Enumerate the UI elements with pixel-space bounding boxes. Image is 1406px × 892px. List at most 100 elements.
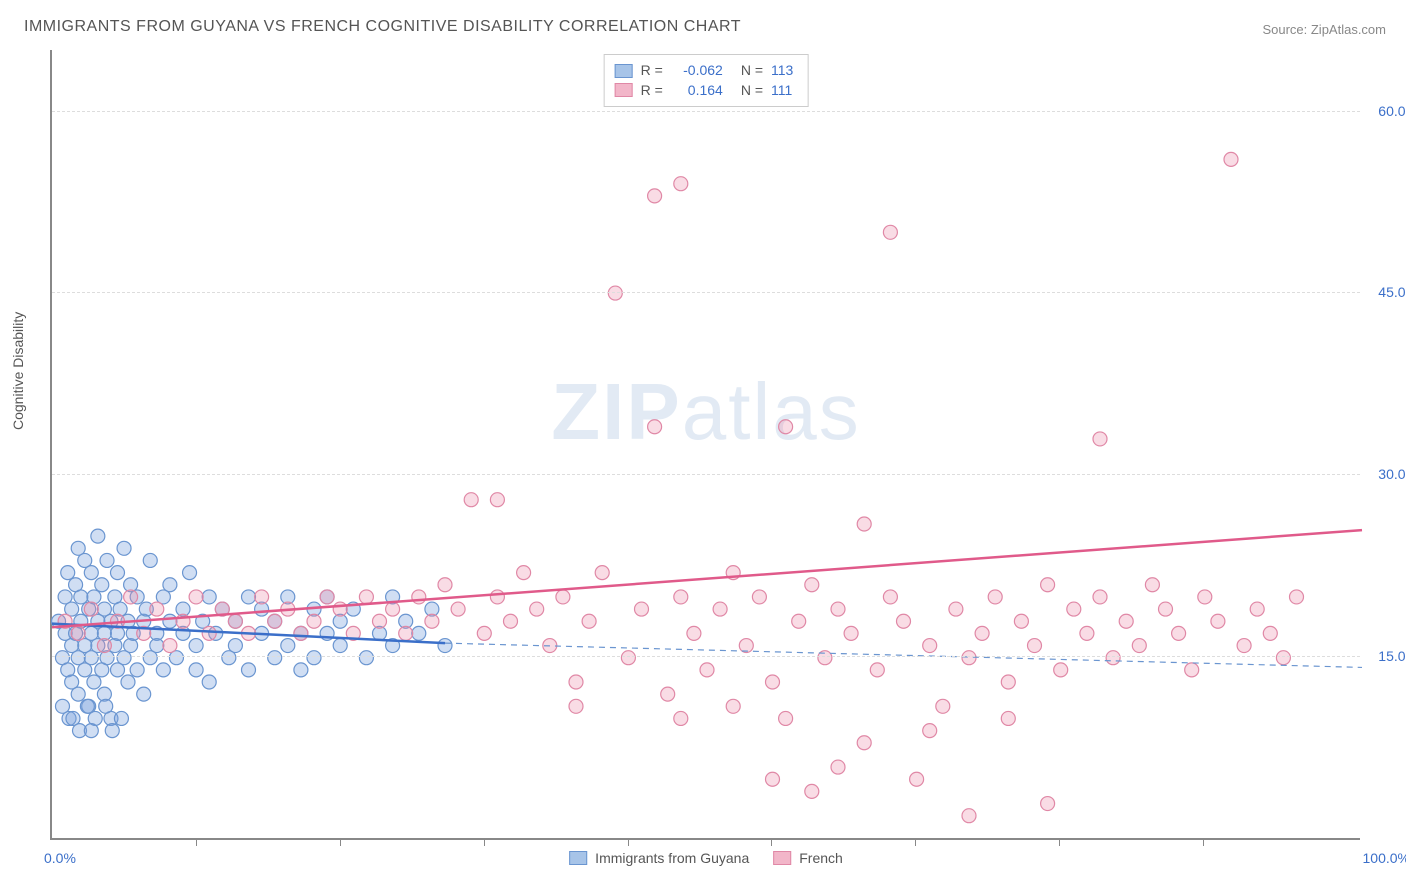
scatter-point [1250, 602, 1264, 616]
scatter-point [189, 663, 203, 677]
scatter-point [556, 590, 570, 604]
scatter-point [113, 602, 127, 616]
scatter-point [412, 626, 426, 640]
scatter-point [870, 663, 884, 677]
scatter-point [438, 578, 452, 592]
scatter-point [792, 614, 806, 628]
scatter-point [530, 602, 544, 616]
scatter-point [307, 651, 321, 665]
scatter-point [831, 602, 845, 616]
scatter-point [490, 590, 504, 604]
x-axis-max-label: 100.0% [1363, 850, 1406, 866]
x-tick [484, 838, 485, 846]
scatter-point [766, 772, 780, 786]
scatter-point [713, 602, 727, 616]
scatter-point [91, 529, 105, 543]
scatter-point [779, 711, 793, 725]
scatter-point [1224, 152, 1238, 166]
scatter-point [504, 614, 518, 628]
scatter-point [962, 809, 976, 823]
y-tick-label: 60.0% [1378, 103, 1406, 119]
scatter-point [359, 590, 373, 604]
legend-bottom-swatch-0 [569, 851, 587, 865]
scatter-point [412, 590, 426, 604]
scatter-point [1028, 639, 1042, 653]
scatter-point [1093, 432, 1107, 446]
x-tick [196, 838, 197, 846]
scatter-point [1119, 614, 1133, 628]
legend-bottom: Immigrants from Guyana French [569, 850, 843, 866]
scatter-point [124, 590, 138, 604]
scatter-point [674, 711, 688, 725]
scatter-point [490, 493, 504, 507]
scatter-point [1211, 614, 1225, 628]
gridline-h [52, 292, 1360, 293]
scatter-point [255, 590, 269, 604]
scatter-point [805, 784, 819, 798]
scatter-point [752, 590, 766, 604]
scatter-point [739, 639, 753, 653]
scatter-point [975, 626, 989, 640]
scatter-point [726, 699, 740, 713]
source-prefix: Source: [1262, 22, 1310, 37]
scatter-point [373, 614, 387, 628]
legend-bottom-label-1: French [799, 850, 843, 866]
scatter-point [137, 687, 151, 701]
scatter-point [268, 614, 282, 628]
scatter-point [831, 760, 845, 774]
plot-area: ZIPatlas R = -0.062 N = 113 R = 0.164 N … [50, 50, 1360, 840]
scatter-point [71, 626, 85, 640]
x-tick [628, 838, 629, 846]
scatter-point [425, 614, 439, 628]
scatter-point [451, 602, 465, 616]
scatter-point [66, 711, 80, 725]
scatter-point [1041, 797, 1055, 811]
legend-bottom-item-0: Immigrants from Guyana [569, 850, 749, 866]
gridline-h [52, 474, 1360, 475]
scatter-point [281, 639, 295, 653]
scatter-point [648, 189, 662, 203]
scatter-point [674, 177, 688, 191]
scatter-point [582, 614, 596, 628]
x-axis-min-label: 0.0% [44, 850, 76, 866]
scatter-point [897, 614, 911, 628]
scatter-point [333, 602, 347, 616]
scatter-point [143, 553, 157, 567]
x-tick [340, 838, 341, 846]
scatter-point [294, 626, 308, 640]
scatter-point [124, 639, 138, 653]
gridline-h [52, 111, 1360, 112]
scatter-point [883, 590, 897, 604]
scatter-point [121, 675, 135, 689]
x-tick [915, 838, 916, 846]
scatter-point [910, 772, 924, 786]
scatter-point [883, 225, 897, 239]
scatter-point [1132, 639, 1146, 653]
source-attribution: Source: ZipAtlas.com [1262, 22, 1386, 37]
x-tick [1203, 838, 1204, 846]
scatter-point [674, 590, 688, 604]
scatter-point [100, 553, 114, 567]
scatter-point [242, 590, 256, 604]
scatter-point [202, 675, 216, 689]
scatter-point [202, 590, 216, 604]
scatter-point [1054, 663, 1068, 677]
scatter-point [163, 639, 177, 653]
scatter-point [805, 578, 819, 592]
scatter-point [1263, 626, 1277, 640]
scatter-point [87, 590, 101, 604]
scatter-point [1276, 651, 1290, 665]
scatter-point [477, 626, 491, 640]
scatter-point [687, 626, 701, 640]
gridline-h [52, 656, 1360, 657]
scatter-point [84, 566, 98, 580]
scatter-point [438, 639, 452, 653]
scatter-point [1198, 590, 1212, 604]
scatter-point [99, 699, 113, 713]
scatter-point [189, 639, 203, 653]
scatter-point [700, 663, 714, 677]
y-axis-label: Cognitive Disability [10, 312, 26, 430]
scatter-point [61, 566, 75, 580]
x-tick [1059, 838, 1060, 846]
scatter-point [923, 724, 937, 738]
